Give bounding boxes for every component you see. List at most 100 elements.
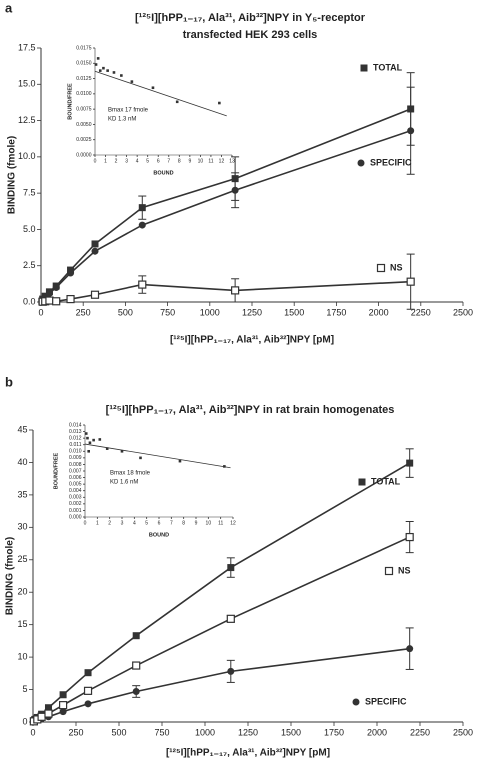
x-tick-label: 7 xyxy=(167,158,170,164)
marker xyxy=(139,456,142,460)
chart-title: transfected HEK 293 cells xyxy=(183,29,318,41)
annotation: KD 1.6 nM xyxy=(110,480,138,486)
marker xyxy=(132,688,140,696)
marker xyxy=(87,449,90,453)
x-tick-label: 6 xyxy=(158,520,161,526)
marker xyxy=(67,269,75,277)
legend-label: SPECIFIC xyxy=(370,157,412,167)
legend-label: NS xyxy=(398,565,411,575)
marker xyxy=(84,700,92,708)
x-tick-label: 12 xyxy=(219,158,225,164)
y-tick-label: 5.0 xyxy=(23,224,36,234)
marker xyxy=(138,280,147,289)
x-tick-label: 6 xyxy=(157,158,160,164)
marker xyxy=(120,449,124,453)
marker xyxy=(405,532,414,542)
marker xyxy=(91,240,99,248)
x-tick-label: 1 xyxy=(96,520,99,526)
y-tick-label: 0.011 xyxy=(69,442,81,448)
y-tick-label: 0.0050 xyxy=(76,122,92,128)
legend-marker xyxy=(376,263,386,273)
y-tick-label: 10 xyxy=(17,651,27,661)
x-tick-label: 10 xyxy=(206,520,212,526)
marker xyxy=(45,289,53,297)
x-tick-label: 3 xyxy=(121,520,124,526)
x-tick-label: 1500 xyxy=(281,728,301,738)
y-tick-label: 0.0175 xyxy=(76,45,92,51)
y-tick-label: 0.001 xyxy=(69,508,82,514)
y-tick-label: 0.003 xyxy=(69,495,82,501)
fit-curve xyxy=(41,129,411,302)
x-tick-label: 9 xyxy=(188,158,191,164)
x-tick-label: 2 xyxy=(115,158,118,164)
marker xyxy=(44,709,53,718)
y-tick-label: 0.012 xyxy=(69,435,82,441)
x-tick-label: 1000 xyxy=(200,308,220,318)
x-tick-label: 11 xyxy=(218,520,223,526)
y-tick-label: 10.0 xyxy=(18,151,36,161)
x-tick-label: 8 xyxy=(178,158,181,164)
legend-marker xyxy=(360,64,368,72)
x-tick-label: 8 xyxy=(182,520,185,526)
x-axis-label: BOUND xyxy=(149,532,169,538)
x-tick-label: 1750 xyxy=(324,728,344,738)
y-tick-label: 0.005 xyxy=(69,481,82,487)
x-tick-label: 4 xyxy=(133,520,136,526)
x-tick-label: 2500 xyxy=(453,728,473,738)
x-tick-label: 2 xyxy=(108,520,111,526)
annotation: Bmax 17 fmole xyxy=(108,108,149,114)
y-tick-label: 0.008 xyxy=(69,462,82,468)
marker xyxy=(102,66,105,70)
y-tick-label: 0.0150 xyxy=(76,61,92,67)
marker xyxy=(92,438,95,442)
legend-marker xyxy=(352,698,360,706)
marker xyxy=(83,686,93,695)
y-tick-label: 12.5 xyxy=(18,115,36,125)
legend-label: TOTAL xyxy=(373,62,403,72)
y-tick-label: 0.004 xyxy=(69,488,82,494)
x-tick-label: 2250 xyxy=(410,728,430,738)
y-tick-label: 0.002 xyxy=(69,501,82,507)
marker xyxy=(90,290,100,299)
marker xyxy=(406,277,415,286)
y-tick-label: 45 xyxy=(17,424,27,434)
x-axis-label: [¹²⁵I][hPP₁₋₁₇, Ala³¹, Aib³²]NPY [pM] xyxy=(166,748,330,759)
y-tick-label: 0 xyxy=(22,716,27,726)
x-tick-label: 1000 xyxy=(195,728,215,738)
marker xyxy=(44,704,52,712)
legend-marker xyxy=(384,566,394,576)
x-tick-label: 3 xyxy=(125,158,128,164)
y-tick-label: 30 xyxy=(17,522,27,532)
y-tick-label: 0.009 xyxy=(69,455,82,461)
marker xyxy=(98,69,102,72)
x-tick-label: 1250 xyxy=(242,308,262,318)
legend-label: NS xyxy=(390,262,403,272)
marker xyxy=(406,459,414,467)
marker xyxy=(151,86,155,90)
y-tick-label: 35 xyxy=(17,489,27,499)
fit-curve xyxy=(33,647,410,723)
marker xyxy=(37,712,46,721)
y-tick-label: 5 xyxy=(22,684,27,694)
marker xyxy=(98,438,102,441)
x-tick-label: 1500 xyxy=(284,308,304,318)
y-tick-label: 0.007 xyxy=(69,468,82,474)
x-tick-label: 2500 xyxy=(453,308,473,318)
marker xyxy=(94,63,98,66)
marker xyxy=(59,708,67,716)
y-axis-label: BINDING (fmole) xyxy=(5,537,16,615)
marker xyxy=(52,283,60,291)
x-tick-label: 0 xyxy=(94,158,97,164)
x-tick-label: 500 xyxy=(111,728,126,738)
y-tick-label: 15 xyxy=(17,619,27,629)
marker xyxy=(138,221,146,229)
marker xyxy=(223,465,226,468)
marker xyxy=(88,441,92,445)
y-tick-label: 2.5 xyxy=(23,260,36,270)
marker xyxy=(96,57,100,60)
marker xyxy=(52,297,61,306)
y-tick-label: 0.006 xyxy=(69,475,82,481)
y-tick-label: 17.5 xyxy=(18,42,36,52)
marker xyxy=(105,447,109,450)
